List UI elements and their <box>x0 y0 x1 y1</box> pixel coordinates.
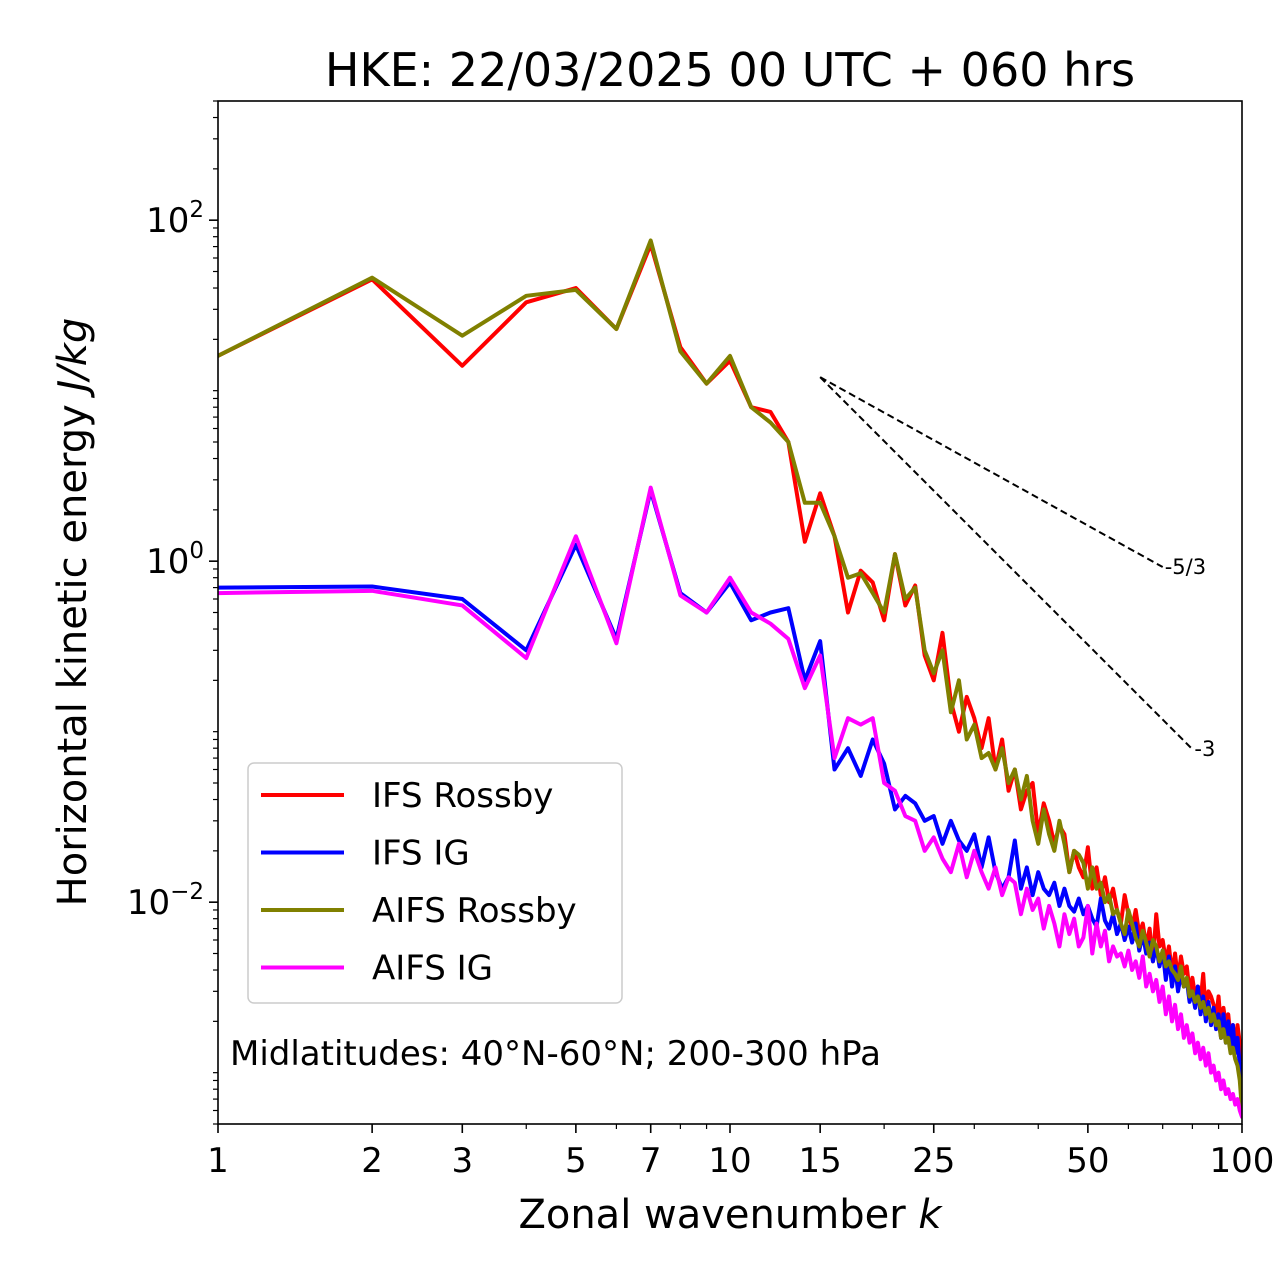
x-tick-label: 100 <box>1210 1141 1275 1181</box>
legend-box <box>247 762 623 1004</box>
series-line-aifs-ig <box>218 485 1242 1119</box>
x-tick-label: 15 <box>799 1141 842 1181</box>
region-annotation: Midlatitudes: 40°N-60°N; 200-300 hPa <box>230 1034 881 1074</box>
x-tick-label: 7 <box>640 1141 662 1181</box>
legend: IFS Rossby IFS IG AIFS Rossby AIFS IG <box>247 762 623 1004</box>
x-tick-label: 5 <box>565 1141 587 1181</box>
y-tick-label: 102 <box>146 197 204 241</box>
chart-title: HKE: 22/03/2025 00 UTC + 060 hrs <box>325 43 1135 97</box>
legend-label-aifs-rossby: AIFS Rossby <box>372 891 577 931</box>
series-line-ifs-rossby <box>218 242 1242 1062</box>
x-tick-label: 10 <box>708 1141 751 1181</box>
series-layer <box>218 238 1242 1119</box>
y-axis-label: Horizontal kinetic energy J/kg <box>50 318 96 907</box>
legend-label-ifs-rossby: IFS Rossby <box>372 776 553 816</box>
x-tick-label: 50 <box>1066 1141 1109 1181</box>
y-tick-label: 10−2 <box>127 879 204 923</box>
x-tick-label: 2 <box>361 1141 383 1181</box>
x-tick-label: 1 <box>207 1141 229 1181</box>
reference-label-minus-3: -3 <box>1194 737 1215 761</box>
legend-entries: IFS Rossby IFS IG AIFS Rossby AIFS IG <box>261 776 577 989</box>
y-tick-label: 100 <box>146 538 204 582</box>
legend-label-aifs-ig: AIFS IG <box>372 949 493 989</box>
reference-label-minus-5-over-3: -5/3 <box>1165 555 1206 579</box>
legend-label-ifs-ig: IFS IG <box>372 834 470 874</box>
x-tick-label: 25 <box>912 1141 955 1181</box>
x-tick-label: 3 <box>451 1141 473 1181</box>
x-axis-label: Zonal wavenumber k <box>518 1192 943 1238</box>
reference-slope-lines: -5/3 -3 <box>819 376 1215 761</box>
axis-ticks: 1 2 3 5 7 10 15 25 50 100 102 100 10−2 <box>127 100 1275 1181</box>
plot-frame <box>217 100 1243 1125</box>
series-line-aifs-rossby <box>218 238 1242 1113</box>
